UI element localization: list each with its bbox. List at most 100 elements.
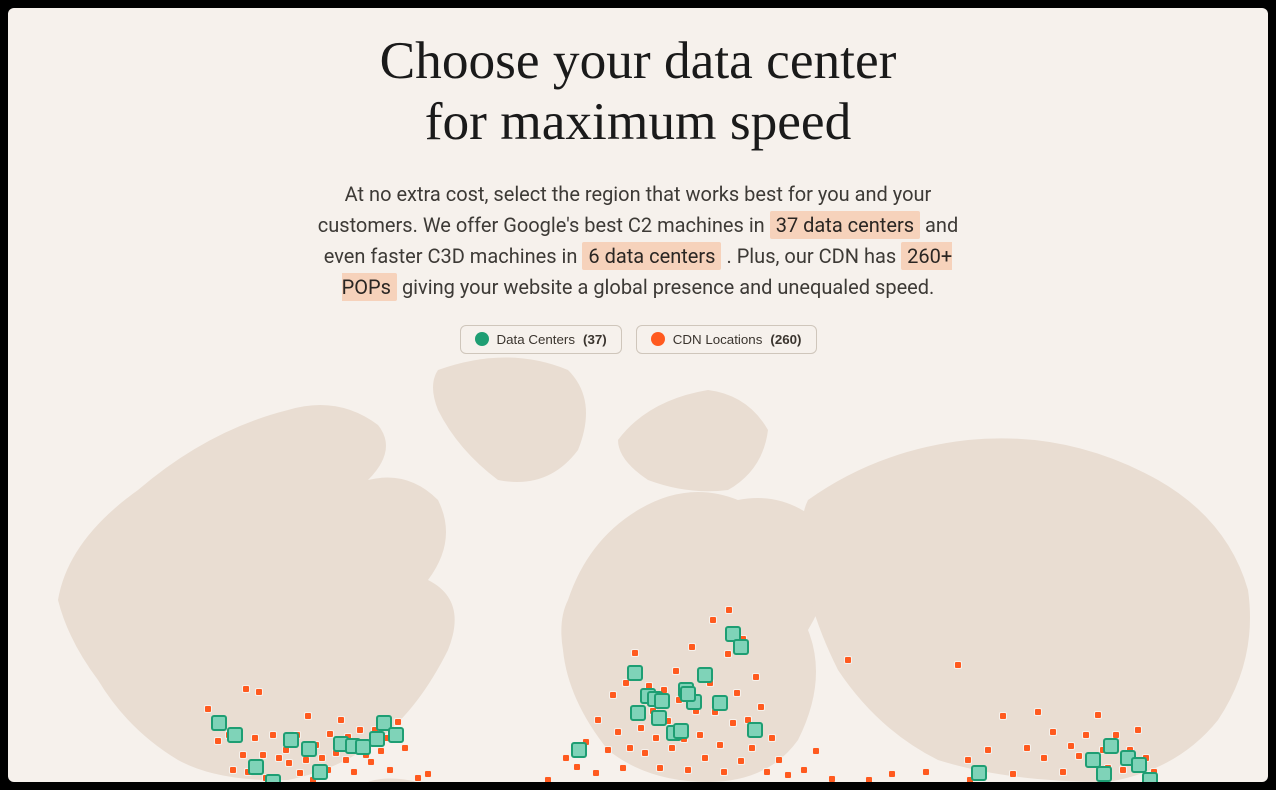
cdn-marker[interactable] — [304, 712, 312, 720]
cdn-marker[interactable] — [614, 728, 622, 736]
cdn-marker[interactable] — [688, 643, 696, 651]
cdn-marker[interactable] — [609, 691, 617, 699]
cdn-marker[interactable] — [592, 769, 600, 777]
cdn-marker[interactable] — [737, 757, 745, 765]
cdn-marker[interactable] — [619, 764, 627, 772]
cdn-marker[interactable] — [239, 751, 247, 759]
cdn-marker[interactable] — [1119, 766, 1127, 774]
cdn-marker[interactable] — [424, 770, 432, 778]
cdn-marker[interactable] — [562, 754, 570, 762]
datacenter-marker[interactable] — [733, 639, 749, 655]
cdn-marker[interactable] — [828, 775, 836, 782]
cdn-marker[interactable] — [1082, 731, 1090, 739]
datacenter-marker[interactable] — [248, 759, 264, 775]
cdn-marker[interactable] — [1049, 728, 1057, 736]
datacenter-marker[interactable] — [283, 732, 299, 748]
cdn-marker[interactable] — [1075, 752, 1083, 760]
cdn-marker[interactable] — [594, 716, 602, 724]
cdn-marker[interactable] — [652, 734, 660, 742]
cdn-marker[interactable] — [251, 734, 259, 742]
cdn-marker[interactable] — [922, 768, 930, 776]
datacenter-marker[interactable] — [369, 731, 385, 747]
cdn-marker[interactable] — [318, 754, 326, 762]
cdn-marker[interactable] — [684, 766, 692, 774]
cdn-marker[interactable] — [544, 776, 552, 782]
cdn-marker[interactable] — [984, 746, 992, 754]
cdn-marker[interactable] — [1034, 708, 1042, 716]
cdn-marker[interactable] — [604, 746, 612, 754]
datacenter-marker[interactable] — [630, 705, 646, 721]
cdn-marker[interactable] — [716, 741, 724, 749]
cdn-marker[interactable] — [367, 758, 375, 766]
cdn-marker[interactable] — [888, 770, 896, 778]
datacenter-marker[interactable] — [1103, 738, 1119, 754]
cdn-marker[interactable] — [733, 689, 741, 697]
cdn-marker[interactable] — [709, 616, 717, 624]
cdn-marker[interactable] — [763, 768, 771, 776]
datacenter-marker[interactable] — [211, 715, 227, 731]
datacenter-marker[interactable] — [1096, 766, 1112, 782]
cdn-marker[interactable] — [641, 749, 649, 757]
cdn-marker[interactable] — [259, 751, 267, 759]
cdn-marker[interactable] — [296, 769, 304, 777]
cdn-marker[interactable] — [748, 744, 756, 752]
datacenter-marker[interactable] — [1142, 772, 1158, 782]
datacenter-marker[interactable] — [312, 764, 328, 780]
cdn-marker[interactable] — [668, 744, 676, 752]
cdn-marker[interactable] — [1023, 744, 1031, 752]
cdn-marker[interactable] — [342, 756, 350, 764]
datacenter-marker[interactable] — [265, 774, 281, 782]
datacenter-marker[interactable] — [971, 765, 987, 781]
cdn-marker[interactable] — [999, 712, 1007, 720]
cdn-marker[interactable] — [672, 667, 680, 675]
cdn-marker[interactable] — [631, 649, 639, 657]
cdn-marker[interactable] — [394, 718, 402, 726]
cdn-marker[interactable] — [269, 731, 277, 739]
cdn-marker[interactable] — [1059, 768, 1067, 776]
datacenter-marker[interactable] — [571, 742, 587, 758]
datacenter-marker[interactable] — [388, 727, 404, 743]
cdn-marker[interactable] — [626, 744, 634, 752]
cdn-marker[interactable] — [1067, 742, 1075, 750]
cdn-marker[interactable] — [865, 776, 873, 782]
cdn-marker[interactable] — [377, 747, 385, 755]
cdn-marker[interactable] — [812, 747, 820, 755]
cdn-marker[interactable] — [255, 688, 263, 696]
cdn-marker[interactable] — [229, 766, 237, 774]
cdn-marker[interactable] — [757, 703, 765, 711]
cdn-marker[interactable] — [242, 685, 250, 693]
cdn-marker[interactable] — [784, 771, 792, 779]
cdn-marker[interactable] — [302, 756, 310, 764]
cdn-marker[interactable] — [656, 764, 664, 772]
datacenter-marker[interactable] — [712, 695, 728, 711]
datacenter-marker[interactable] — [673, 723, 689, 739]
datacenter-marker[interactable] — [654, 693, 670, 709]
cdn-marker[interactable] — [285, 759, 293, 767]
cdn-marker[interactable] — [964, 756, 972, 764]
cdn-marker[interactable] — [752, 673, 760, 681]
cdn-marker[interactable] — [356, 726, 364, 734]
cdn-marker[interactable] — [573, 763, 581, 771]
cdn-marker[interactable] — [350, 768, 358, 776]
cdn-marker[interactable] — [701, 754, 709, 762]
cdn-marker[interactable] — [275, 754, 283, 762]
datacenter-marker[interactable] — [301, 741, 317, 757]
datacenter-marker[interactable] — [680, 686, 696, 702]
cdn-marker[interactable] — [414, 774, 422, 782]
cdn-marker[interactable] — [800, 766, 808, 774]
datacenter-marker[interactable] — [227, 727, 243, 743]
cdn-marker[interactable] — [1134, 726, 1142, 734]
cdn-marker[interactable] — [725, 606, 733, 614]
cdn-marker[interactable] — [1009, 770, 1017, 778]
cdn-marker[interactable] — [775, 756, 783, 764]
cdn-marker[interactable] — [720, 768, 728, 776]
cdn-marker[interactable] — [954, 661, 962, 669]
datacenter-marker[interactable] — [651, 710, 667, 726]
cdn-marker[interactable] — [768, 734, 776, 742]
cdn-marker[interactable] — [337, 716, 345, 724]
cdn-marker[interactable] — [1094, 711, 1102, 719]
cdn-marker[interactable] — [401, 744, 409, 752]
cdn-marker[interactable] — [386, 766, 394, 774]
cdn-marker[interactable] — [637, 724, 645, 732]
cdn-marker[interactable] — [724, 650, 732, 658]
